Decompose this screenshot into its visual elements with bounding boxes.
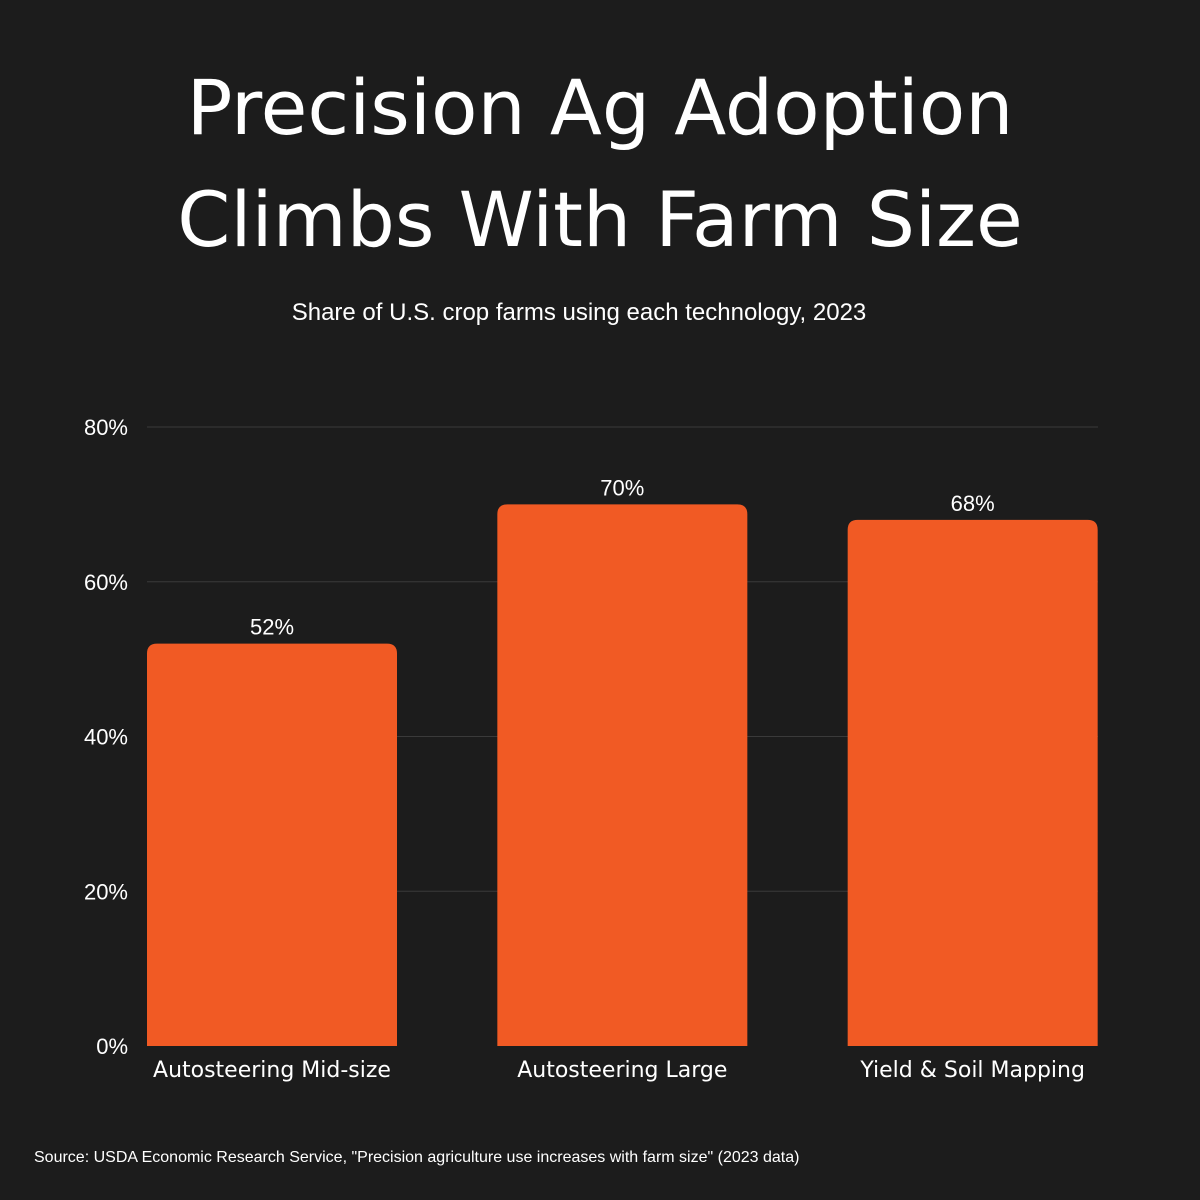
bar xyxy=(147,643,397,1046)
y-tick-label: 60% xyxy=(84,570,128,595)
y-tick-label: 80% xyxy=(84,415,128,440)
chart-title-line-2: Climbs With Farm Size xyxy=(177,175,1023,264)
y-tick-label: 40% xyxy=(84,725,128,750)
data-label: 70% xyxy=(600,475,644,500)
chart-subtitle: Share of U.S. crop farms using each tech… xyxy=(291,299,867,326)
category-label: Autosteering Large xyxy=(517,1058,727,1083)
bars xyxy=(147,504,1098,1046)
data-labels: 52% 70% 68% xyxy=(250,475,995,639)
x-axis-category-labels: Autosteering Mid-size Autosteering Large Y… xyxy=(153,1058,1085,1083)
bar xyxy=(847,519,1098,1046)
data-label: 68% xyxy=(951,491,995,516)
data-label: 52% xyxy=(250,615,294,640)
source-note: Source: USDA Economic Research Service, … xyxy=(34,1149,800,1166)
chart-title-line-1: Precision Ag Adoption xyxy=(186,63,1014,152)
category-label: Yield & Soil Mapping xyxy=(859,1058,1085,1083)
bar xyxy=(497,504,748,1046)
chart-title: Precision Ag Adoption Climbs With Farm S… xyxy=(0,52,1200,276)
y-tick-label: 20% xyxy=(84,879,128,904)
y-tick-label: 0% xyxy=(96,1034,128,1059)
category-label: Autosteering Mid-size xyxy=(153,1058,391,1083)
y-axis-tick-labels: 0% 20% 40% 60% 80% xyxy=(84,415,128,1059)
